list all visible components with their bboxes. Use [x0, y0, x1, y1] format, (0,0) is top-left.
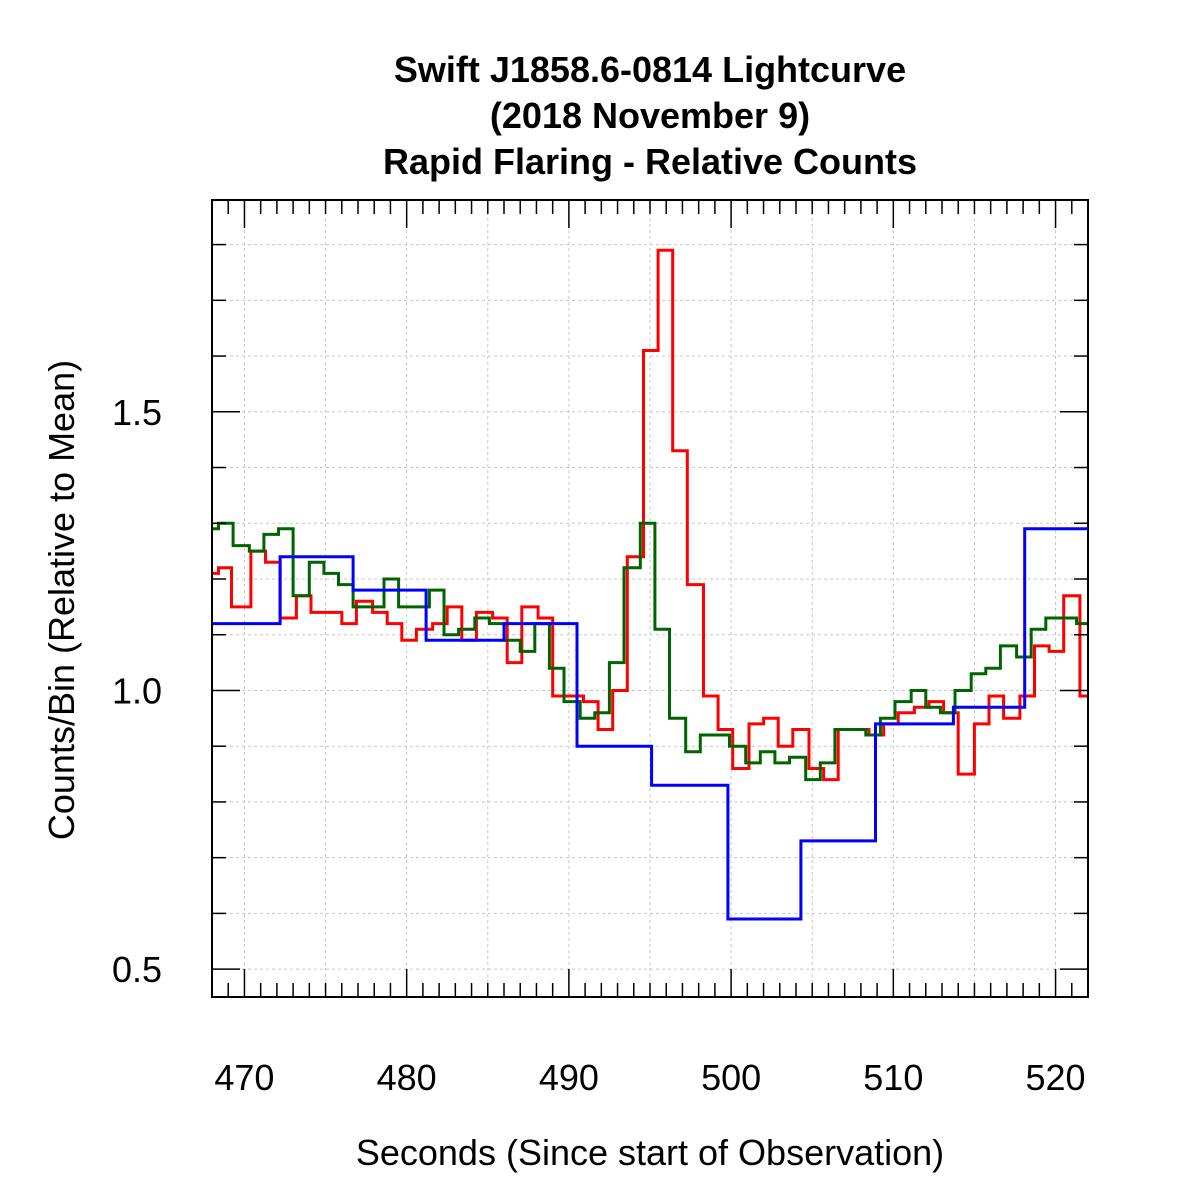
chart-title-line-3: Rapid Flaring - Relative Counts [383, 141, 917, 182]
x-tick-label: 480 [377, 1057, 437, 1098]
y-tick-label: 1.0 [112, 670, 162, 711]
data-series [212, 248, 1088, 921]
series-line-3 [212, 527, 1088, 921]
x-tick-label: 470 [214, 1057, 274, 1098]
y-tick-labels: 0.5 1.0 1.5 [112, 392, 162, 990]
y-tick-label: 0.5 [112, 949, 162, 990]
x-tick-label: 510 [863, 1057, 923, 1098]
y-tick-label: 1.5 [112, 392, 162, 433]
x-tick-label: 520 [1026, 1057, 1086, 1098]
chart-title: Swift J1858.6-0814 Lightcurve (2018 Nove… [383, 49, 917, 182]
x-tick-label: 500 [701, 1057, 761, 1098]
x-tick-labels: 470 480 490 500 510 520 [214, 1057, 1085, 1098]
x-tick-label: 490 [539, 1057, 599, 1098]
chart-title-line-2: (2018 November 9) [490, 95, 810, 136]
x-axis-label: Seconds (Since start of Observation) [356, 1132, 944, 1173]
grid-lines [212, 200, 1088, 997]
series-line-2 [212, 521, 1088, 782]
plot-frame [211, 199, 1089, 998]
chart-title-line-1: Swift J1858.6-0814 Lightcurve [394, 49, 906, 90]
y-axis-label: Counts/Bin (Relative to Mean) [41, 360, 82, 840]
